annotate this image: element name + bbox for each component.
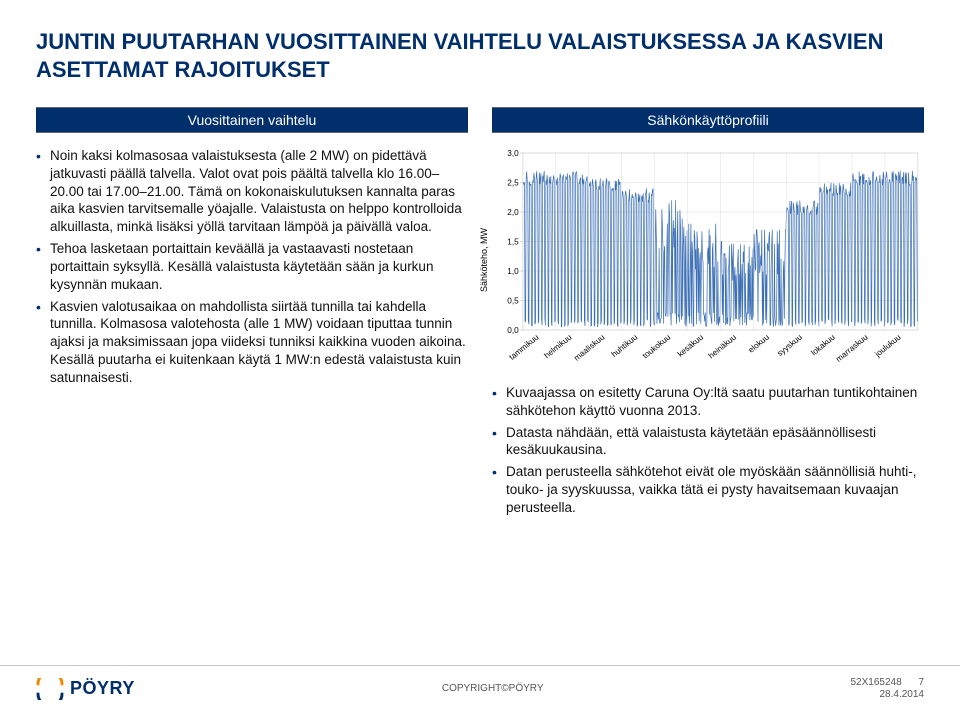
- svg-text:heinäkuu: heinäkuu: [707, 333, 738, 361]
- svg-text:maaliskuu: maaliskuu: [572, 333, 606, 363]
- chart-y-axis-label: Sähköteho, MW: [479, 227, 489, 291]
- footer-date: 28.4.2014: [880, 689, 925, 700]
- right-column: Sähkönkäyttöprofiili Sähköteho, MW 0,00,…: [492, 107, 924, 521]
- list-item: Kuvaajassa on esitetty Caruna Oy:ltä saa…: [492, 384, 924, 420]
- svg-text:0,0: 0,0: [507, 326, 519, 335]
- list-item: Noin kaksi kolmasosaa valaistuksesta (al…: [36, 147, 468, 236]
- svg-text:syyskuu: syyskuu: [775, 333, 804, 358]
- list-item: Datasta nähdään, että valaistusta käytet…: [492, 424, 924, 460]
- svg-text:huhtikuu: huhtikuu: [610, 333, 640, 359]
- logo: PÖYRY: [36, 678, 135, 700]
- footer: PÖYRY COPYRIGHT©PÖYRY 52X165248 7 28.4.2…: [0, 665, 960, 711]
- svg-text:toukokuu: toukokuu: [641, 333, 672, 361]
- footer-page-number: 7: [918, 677, 924, 689]
- footer-doc-id: 52X165248: [850, 677, 901, 688]
- logo-icon: [36, 678, 64, 700]
- svg-text:1,0: 1,0: [507, 267, 519, 276]
- svg-text:tammikuu: tammikuu: [507, 333, 540, 362]
- right-body: Kuvaajassa on esitetty Caruna Oy:ltä saa…: [492, 384, 924, 517]
- svg-text:kesäkuu: kesäkuu: [676, 333, 705, 359]
- svg-text:2,0: 2,0: [507, 208, 519, 217]
- logo-text: PÖYRY: [70, 678, 135, 699]
- svg-text:marraskuu: marraskuu: [834, 333, 870, 364]
- right-section-header: Sähkönkäyttöprofiili: [492, 107, 924, 133]
- left-column: Vuosittainen vaihtelu Noin kaksi kolmaso…: [36, 107, 468, 521]
- page-title: JUNTIN PUUTARHAN VUOSITTAINEN VAIHTELU V…: [36, 28, 924, 83]
- svg-text:joulukuu: joulukuu: [873, 333, 903, 360]
- svg-text:0,5: 0,5: [507, 297, 519, 306]
- list-item: Kasvien valotusaikaa on mahdollista siir…: [36, 298, 468, 387]
- svg-text:2,5: 2,5: [507, 179, 519, 188]
- left-section-header: Vuosittainen vaihtelu: [36, 107, 468, 133]
- svg-text:1,5: 1,5: [507, 238, 519, 247]
- svg-text:lokakuu: lokakuu: [809, 333, 837, 358]
- svg-text:3,0: 3,0: [507, 149, 519, 158]
- list-item: Tehoa lasketaan portaittain keväällä ja …: [36, 240, 468, 293]
- list-item: Datan perusteella sähkötehot eivät ole m…: [492, 463, 924, 516]
- left-body: Noin kaksi kolmasosaa valaistuksesta (al…: [36, 147, 468, 387]
- svg-text:elokuu: elokuu: [747, 333, 771, 355]
- footer-copyright: COPYRIGHT©PÖYRY: [135, 683, 851, 694]
- power-profile-chart: Sähköteho, MW 0,00,51,01,52,02,53,0tammi…: [492, 147, 924, 372]
- footer-meta: 52X165248 7 28.4.2014: [850, 677, 924, 701]
- svg-text:helmikuu: helmikuu: [542, 333, 573, 360]
